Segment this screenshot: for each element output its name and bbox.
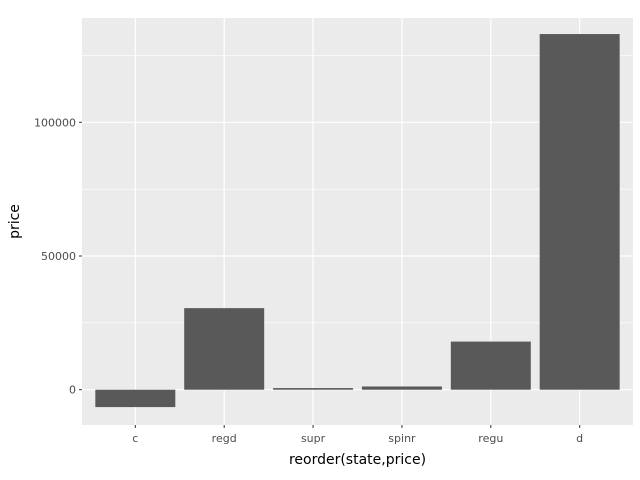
x-tick-label: spinr bbox=[388, 432, 416, 445]
bar-regd bbox=[184, 308, 265, 390]
x-tick-label: regu bbox=[478, 432, 503, 445]
bar-c bbox=[95, 389, 176, 408]
y-axis: 0 50000 100000 bbox=[34, 116, 82, 397]
y-tick-label: 100000 bbox=[34, 116, 76, 129]
y-tick-label: 0 bbox=[69, 384, 76, 397]
bar-d bbox=[539, 34, 620, 390]
bar-regu bbox=[450, 341, 531, 390]
x-axis-title: reorder(state,price) bbox=[289, 452, 426, 468]
y-tick-label: 50000 bbox=[41, 250, 76, 263]
x-tick-label: c bbox=[132, 432, 138, 445]
bars bbox=[95, 34, 620, 408]
bar-supr bbox=[273, 388, 354, 390]
x-tick-label: supr bbox=[301, 432, 326, 445]
y-axis-title: price bbox=[7, 204, 23, 239]
x-tick-label: d bbox=[576, 432, 583, 445]
bar-spinr bbox=[361, 386, 442, 390]
x-tick-label: regd bbox=[212, 432, 237, 445]
x-axis: c regd supr spinr regu d bbox=[132, 425, 583, 445]
